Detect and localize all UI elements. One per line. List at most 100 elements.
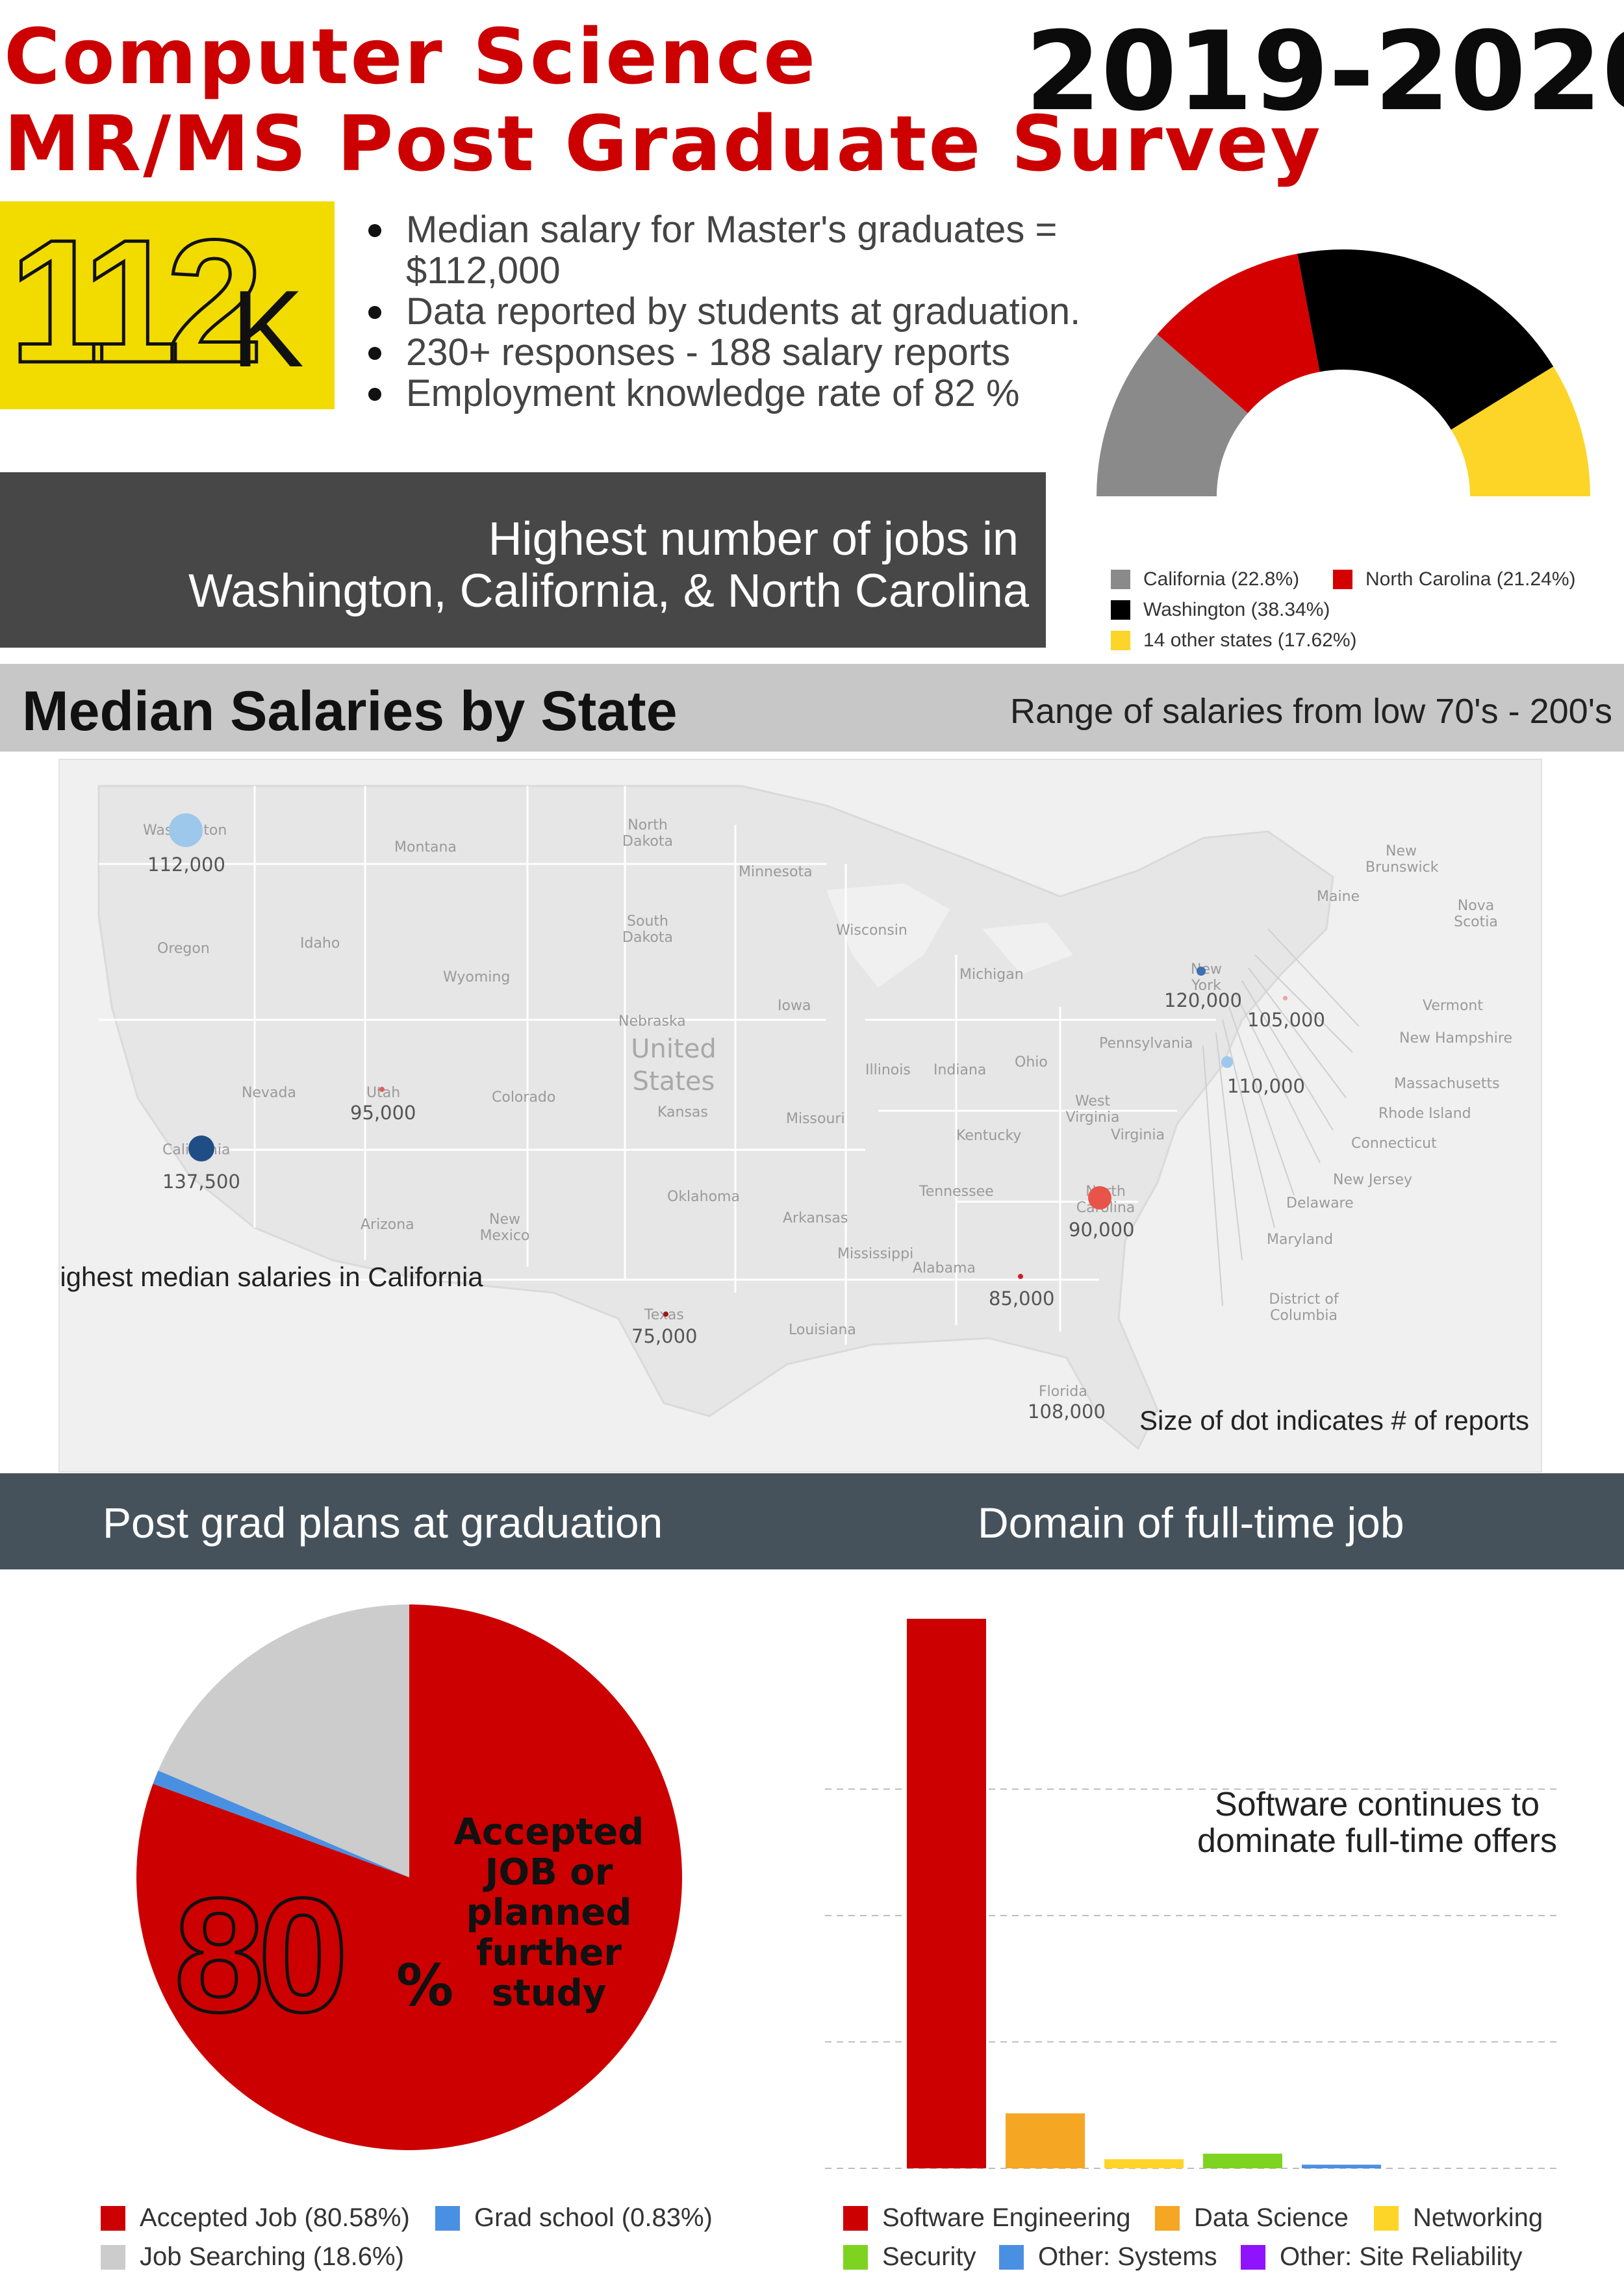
pie-slice-accepted-job <box>136 1604 682 2150</box>
dot-washington <box>169 813 203 847</box>
bar-legend-other-systems-swatch <box>999 2244 1024 2270</box>
bar-legend-other-systems: Other: Systems <box>999 2242 1217 2272</box>
bar-legend-networking-label: Networking <box>1413 2203 1543 2232</box>
bar-annotation-line-1: Software continues to <box>1214 1786 1540 1823</box>
map-label-virginia: Virginia <box>1111 1127 1165 1143</box>
legend-california-label: California (22.8%) <box>1143 568 1300 590</box>
dot-north-carolina <box>1088 1186 1111 1210</box>
map-label-maine: Maine <box>1317 889 1360 905</box>
median-salary-unit: K <box>231 268 305 390</box>
map-note-dot-size: Size of dot indicates # of reports <box>1139 1405 1529 1436</box>
donut-segment-california <box>1097 334 1248 496</box>
map-label-nebraska: Nebraska <box>618 1013 686 1030</box>
map-label-tennessee: Tennessee <box>919 1184 994 1200</box>
pie-legend-grad-school: Grad school (0.83%) <box>435 2203 713 2233</box>
bar-legend-other-site-reliability-swatch <box>1241 2244 1265 2270</box>
donut-segment-14-other-states <box>1451 366 1590 496</box>
salary-range-subtitle: Range of salaries from low 70's - 200's <box>1009 692 1612 731</box>
value-massachusetts: 105,000 <box>1247 1009 1325 1031</box>
value-utah: 95,000 <box>350 1102 416 1124</box>
value-new-york: 120,000 <box>1164 989 1242 1011</box>
bar-legend-software-engineering-label: Software Engineering <box>882 2203 1131 2232</box>
map-label-maryland: Maryland <box>1267 1232 1334 1248</box>
bar-legend-data-science-label: Data Science <box>1194 2203 1349 2232</box>
value-texas: 75,000 <box>631 1325 698 1347</box>
state-borders <box>99 786 1216 1345</box>
title-line-1: Computer Science <box>4 12 818 101</box>
overlay-line-2: JOB or <box>485 1851 613 1894</box>
callout-lines <box>1202 928 1360 1306</box>
donut-segment-washington <box>1297 249 1554 430</box>
pie-legend-grad-school-label: Grad school (0.83%) <box>474 2203 713 2232</box>
bar-legend-data-science-swatch <box>1155 2205 1180 2231</box>
pie-legend-accepted-swatch <box>101 2205 125 2231</box>
map-label-arizona: Arizona <box>361 1217 414 1233</box>
jobs-banner: Highest number of jobs in Washington, Ca… <box>0 472 1046 648</box>
bar-chart-annotation: Software continues to dominate full-time… <box>1169 1786 1585 1859</box>
map-label-kentucky: Kentucky <box>956 1128 1022 1144</box>
pie-legend-grad-school-swatch <box>435 2205 460 2231</box>
median-salaries-band: Median Salaries by State Range of salari… <box>0 664 1624 752</box>
bullet-median-salary-text: Median salary for Master's graduates = <box>406 209 1058 251</box>
pie-slice-job-searching <box>158 1604 409 1877</box>
bar-legend-software-engineering: Software Engineering <box>843 2203 1130 2233</box>
legend-north-carolina-label: North Carolina (21.24%) <box>1365 568 1576 590</box>
median-salary-highlight-box: 112 K <box>0 201 335 409</box>
bar-legend-software-engineering-swatch <box>843 2205 868 2231</box>
bullet-median-salary: Median salary for Master's graduates = $1… <box>361 209 1166 291</box>
legend-north-carolina: North Carolina (21.24%) <box>1333 568 1575 590</box>
map-label-montana: Montana <box>394 839 457 856</box>
title-line-2: MR/MS Post Graduate Survey <box>4 99 1323 188</box>
bar-legend-security: Security <box>843 2242 976 2272</box>
dot-california <box>188 1135 214 1161</box>
pie-legend-accepted-label: Accepted Job (80.58%) <box>140 2203 410 2232</box>
jobs-banner-line-2: Washington, California, & North Carolina <box>188 565 1029 617</box>
bar-networking <box>1104 2159 1184 2168</box>
bar-legend-security-label: Security <box>882 2242 976 2271</box>
map-label-nova-scotia: Nova Scotia <box>1454 898 1498 930</box>
dot-new-jersey <box>1221 1056 1233 1068</box>
value-georgia: 85,000 <box>989 1287 1055 1310</box>
map-label-oklahoma: Oklahoma <box>667 1189 740 1205</box>
map-label-massachusetts: Massachusetts <box>1394 1076 1500 1092</box>
map-label-wisconsin: Wisconsin <box>836 922 907 939</box>
summary-bullets: Median salary for Master's graduates = $1… <box>361 209 1166 414</box>
map-label-alabama: Alabama <box>913 1260 976 1276</box>
legend-washington: Washington (38.34%) <box>1111 599 1330 621</box>
overlay-line-1: Accepted <box>453 1811 644 1853</box>
bar-annotation-line-2: dominate full-time offers <box>1197 1822 1557 1860</box>
map-label-oregon: Oregon <box>157 941 210 957</box>
job-domain-bar-chart <box>825 1619 1559 2169</box>
bar-legend-other-site-reliability-label: Other: Site Reliability <box>1280 2242 1523 2271</box>
us-map-shape <box>97 785 1360 1451</box>
map-label-mississippi: Mississippi <box>837 1246 914 1262</box>
median-salary-number: 112 <box>8 204 266 399</box>
map-label-new-york: New York <box>1191 961 1222 994</box>
great-lakes <box>826 883 1073 987</box>
map-note-california: Highest median salaries in California <box>58 1262 483 1292</box>
value-north-carolina: 90,000 <box>1069 1219 1135 1241</box>
bar-other-systems <box>1302 2164 1381 2168</box>
map-label-new-mexico: New Mexico <box>479 1211 530 1244</box>
pie-slice-grad-school <box>153 1770 409 1877</box>
bar-legend-networking-swatch <box>1374 2205 1399 2231</box>
bar-data-science <box>1006 2113 1085 2168</box>
map-label-ohio: Ohio <box>1015 1054 1048 1071</box>
median-salaries-title: Median Salaries by State <box>22 680 678 742</box>
map-label-south-dakota: South Dakota <box>622 913 673 946</box>
pie-legend-job-searching-swatch <box>101 2244 125 2270</box>
map-label-connecticut: Connecticut <box>1351 1135 1437 1152</box>
bar-security <box>1203 2153 1282 2168</box>
map-label-new-jersey: New Jersey <box>1333 1172 1413 1188</box>
map-label-district-of-columbia: District of Columbia <box>1269 1291 1339 1324</box>
map-label-new-brunswick: New Brunswick <box>1365 843 1439 876</box>
map-label-vermont: Vermont <box>1423 998 1483 1014</box>
bar-legend-networking: Networking <box>1374 2203 1543 2233</box>
value-florida: 108,000 <box>1028 1401 1106 1423</box>
bullet-responses: 230+ responses - 188 salary reports <box>361 332 1166 373</box>
map-label-arkansas: Arkansas <box>783 1210 848 1226</box>
map-label-nevada: Nevada <box>242 1085 296 1101</box>
map-label-kansas: Kansas <box>657 1104 708 1121</box>
pie-legend-accepted: Accepted Job (80.58%) <box>101 2203 410 2233</box>
map-label-west-virginia: West Virginia <box>1065 1093 1120 1126</box>
